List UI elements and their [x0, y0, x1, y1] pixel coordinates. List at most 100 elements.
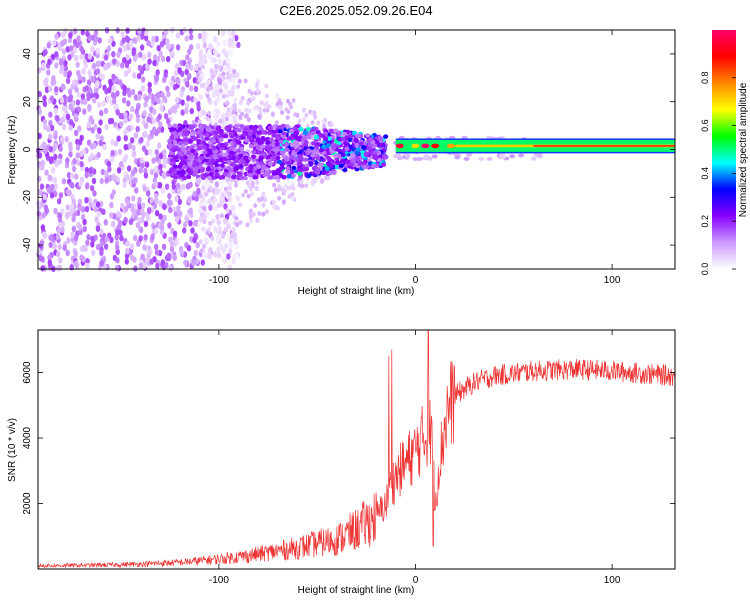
heatmap-cell [54, 33, 59, 40]
heatmap-cell [257, 124, 263, 129]
heatmap-cell [155, 155, 160, 162]
heatmap-cell [257, 106, 262, 112]
heatmap-cell [282, 189, 287, 195]
heatmap-cell [239, 124, 245, 129]
heatmap-cell [277, 128, 283, 134]
heatmap-cell [120, 31, 125, 38]
heatmap-cell [173, 211, 179, 218]
heatmap-cell [223, 203, 228, 210]
heatmap-cell [111, 173, 116, 181]
heatmap-cell [228, 167, 234, 172]
heatmap-cell [298, 127, 304, 132]
heatmap-cell [201, 124, 207, 129]
heatmap-cell [102, 143, 107, 151]
heatmap-cell [122, 57, 127, 64]
heatmap-cell [304, 112, 309, 118]
heatmap-cell [73, 113, 78, 120]
heatmap-cell [157, 142, 162, 149]
heatmap-cell [190, 148, 196, 154]
heatmap-cell [61, 123, 67, 131]
heatmap-cell [75, 152, 81, 159]
tick-label: 2000 [22, 492, 33, 515]
heatmap-cell [149, 168, 155, 176]
heatmap-cell [67, 54, 72, 61]
heatmap-cell [116, 167, 122, 174]
heatmap-cell [164, 254, 170, 262]
heatmap-cell [235, 222, 240, 228]
heatmap-cell [90, 76, 96, 83]
heatmap-cell [100, 73, 106, 80]
heatmap-cell [173, 70, 179, 77]
heatmap-cell [138, 167, 143, 174]
heatmap-cell [340, 152, 346, 158]
heatmap-cell [120, 202, 125, 210]
heatmap-cell [142, 244, 147, 251]
heatmap-cell [199, 83, 204, 88]
heatmap-cell [196, 187, 201, 195]
heatmap-cell [252, 175, 258, 180]
heatmap-cell [123, 135, 128, 142]
tick-label: -40 [22, 237, 33, 252]
heatmap-cell [71, 215, 76, 223]
heatmap-cell [37, 152, 43, 159]
heatmap-cell [184, 107, 189, 115]
heatmap-cell [68, 32, 73, 39]
heatmap-cell [224, 126, 230, 131]
heatmap-cell [248, 165, 254, 171]
heatmap-cell [81, 148, 86, 156]
heatmap-cell [192, 190, 197, 198]
heatmap-cell [125, 199, 130, 206]
heatmap-cell [61, 178, 67, 185]
tick-label: 40 [22, 48, 33, 60]
heatmap-cell [272, 175, 278, 180]
heatmap-cell [218, 73, 223, 79]
heatmap-cell [154, 35, 159, 43]
heatmap-cell [142, 262, 147, 269]
heatmap-cell [196, 139, 202, 144]
heatmap-cell [250, 181, 255, 186]
heatmap-cell [208, 204, 213, 211]
heatmap-cell [172, 123, 178, 128]
heatmap-cell [74, 86, 79, 93]
heatmap-cell [231, 204, 236, 211]
heatmap-cell [251, 154, 256, 159]
heatmap-cell [138, 235, 143, 242]
heatmap-cell [250, 96, 255, 102]
heatmap-cell [270, 112, 275, 117]
heatmap-cell [109, 201, 114, 209]
heatmap-cell [222, 218, 228, 225]
heatmap-cell [213, 130, 219, 135]
heatmap-cell [243, 127, 249, 132]
heatmap-cell [55, 233, 60, 241]
heatmap-cell [110, 139, 115, 146]
heatmap-cell [212, 48, 217, 55]
heatmap-cell [285, 165, 291, 171]
x-axis-label: Height of straight line (km) [298, 585, 415, 596]
heatmap-cell [141, 76, 146, 83]
heatmap-cell [267, 104, 271, 110]
heatmap-cell [383, 155, 389, 160]
heatmap-cell [335, 160, 340, 165]
heatmap-cell [112, 58, 117, 65]
heatmap-cell [350, 158, 356, 163]
heatmap-cell [176, 205, 181, 212]
heatmap-cell [162, 149, 167, 156]
heatmap-cell [340, 148, 346, 154]
colorbar-tick-label: 0.0 [700, 263, 710, 276]
heatmap-cell [133, 234, 138, 242]
heatmap-cell [166, 118, 171, 125]
heatmap-cell [344, 146, 350, 151]
heatmap-cell [37, 90, 42, 98]
heatmap-cell [111, 189, 116, 196]
heatmap-cell [52, 176, 57, 184]
heatmap-cell [320, 178, 324, 184]
heatmap-cell [209, 185, 214, 191]
heatmap-cell [251, 134, 257, 139]
heatmap-cell [85, 262, 90, 269]
heatmap-cell [36, 161, 42, 168]
heatmap-cell [272, 182, 277, 188]
heatmap-cell [215, 228, 220, 234]
heatmap-cell [197, 78, 202, 83]
heatmap-cell [208, 118, 213, 124]
heatmap-cell [170, 147, 176, 152]
